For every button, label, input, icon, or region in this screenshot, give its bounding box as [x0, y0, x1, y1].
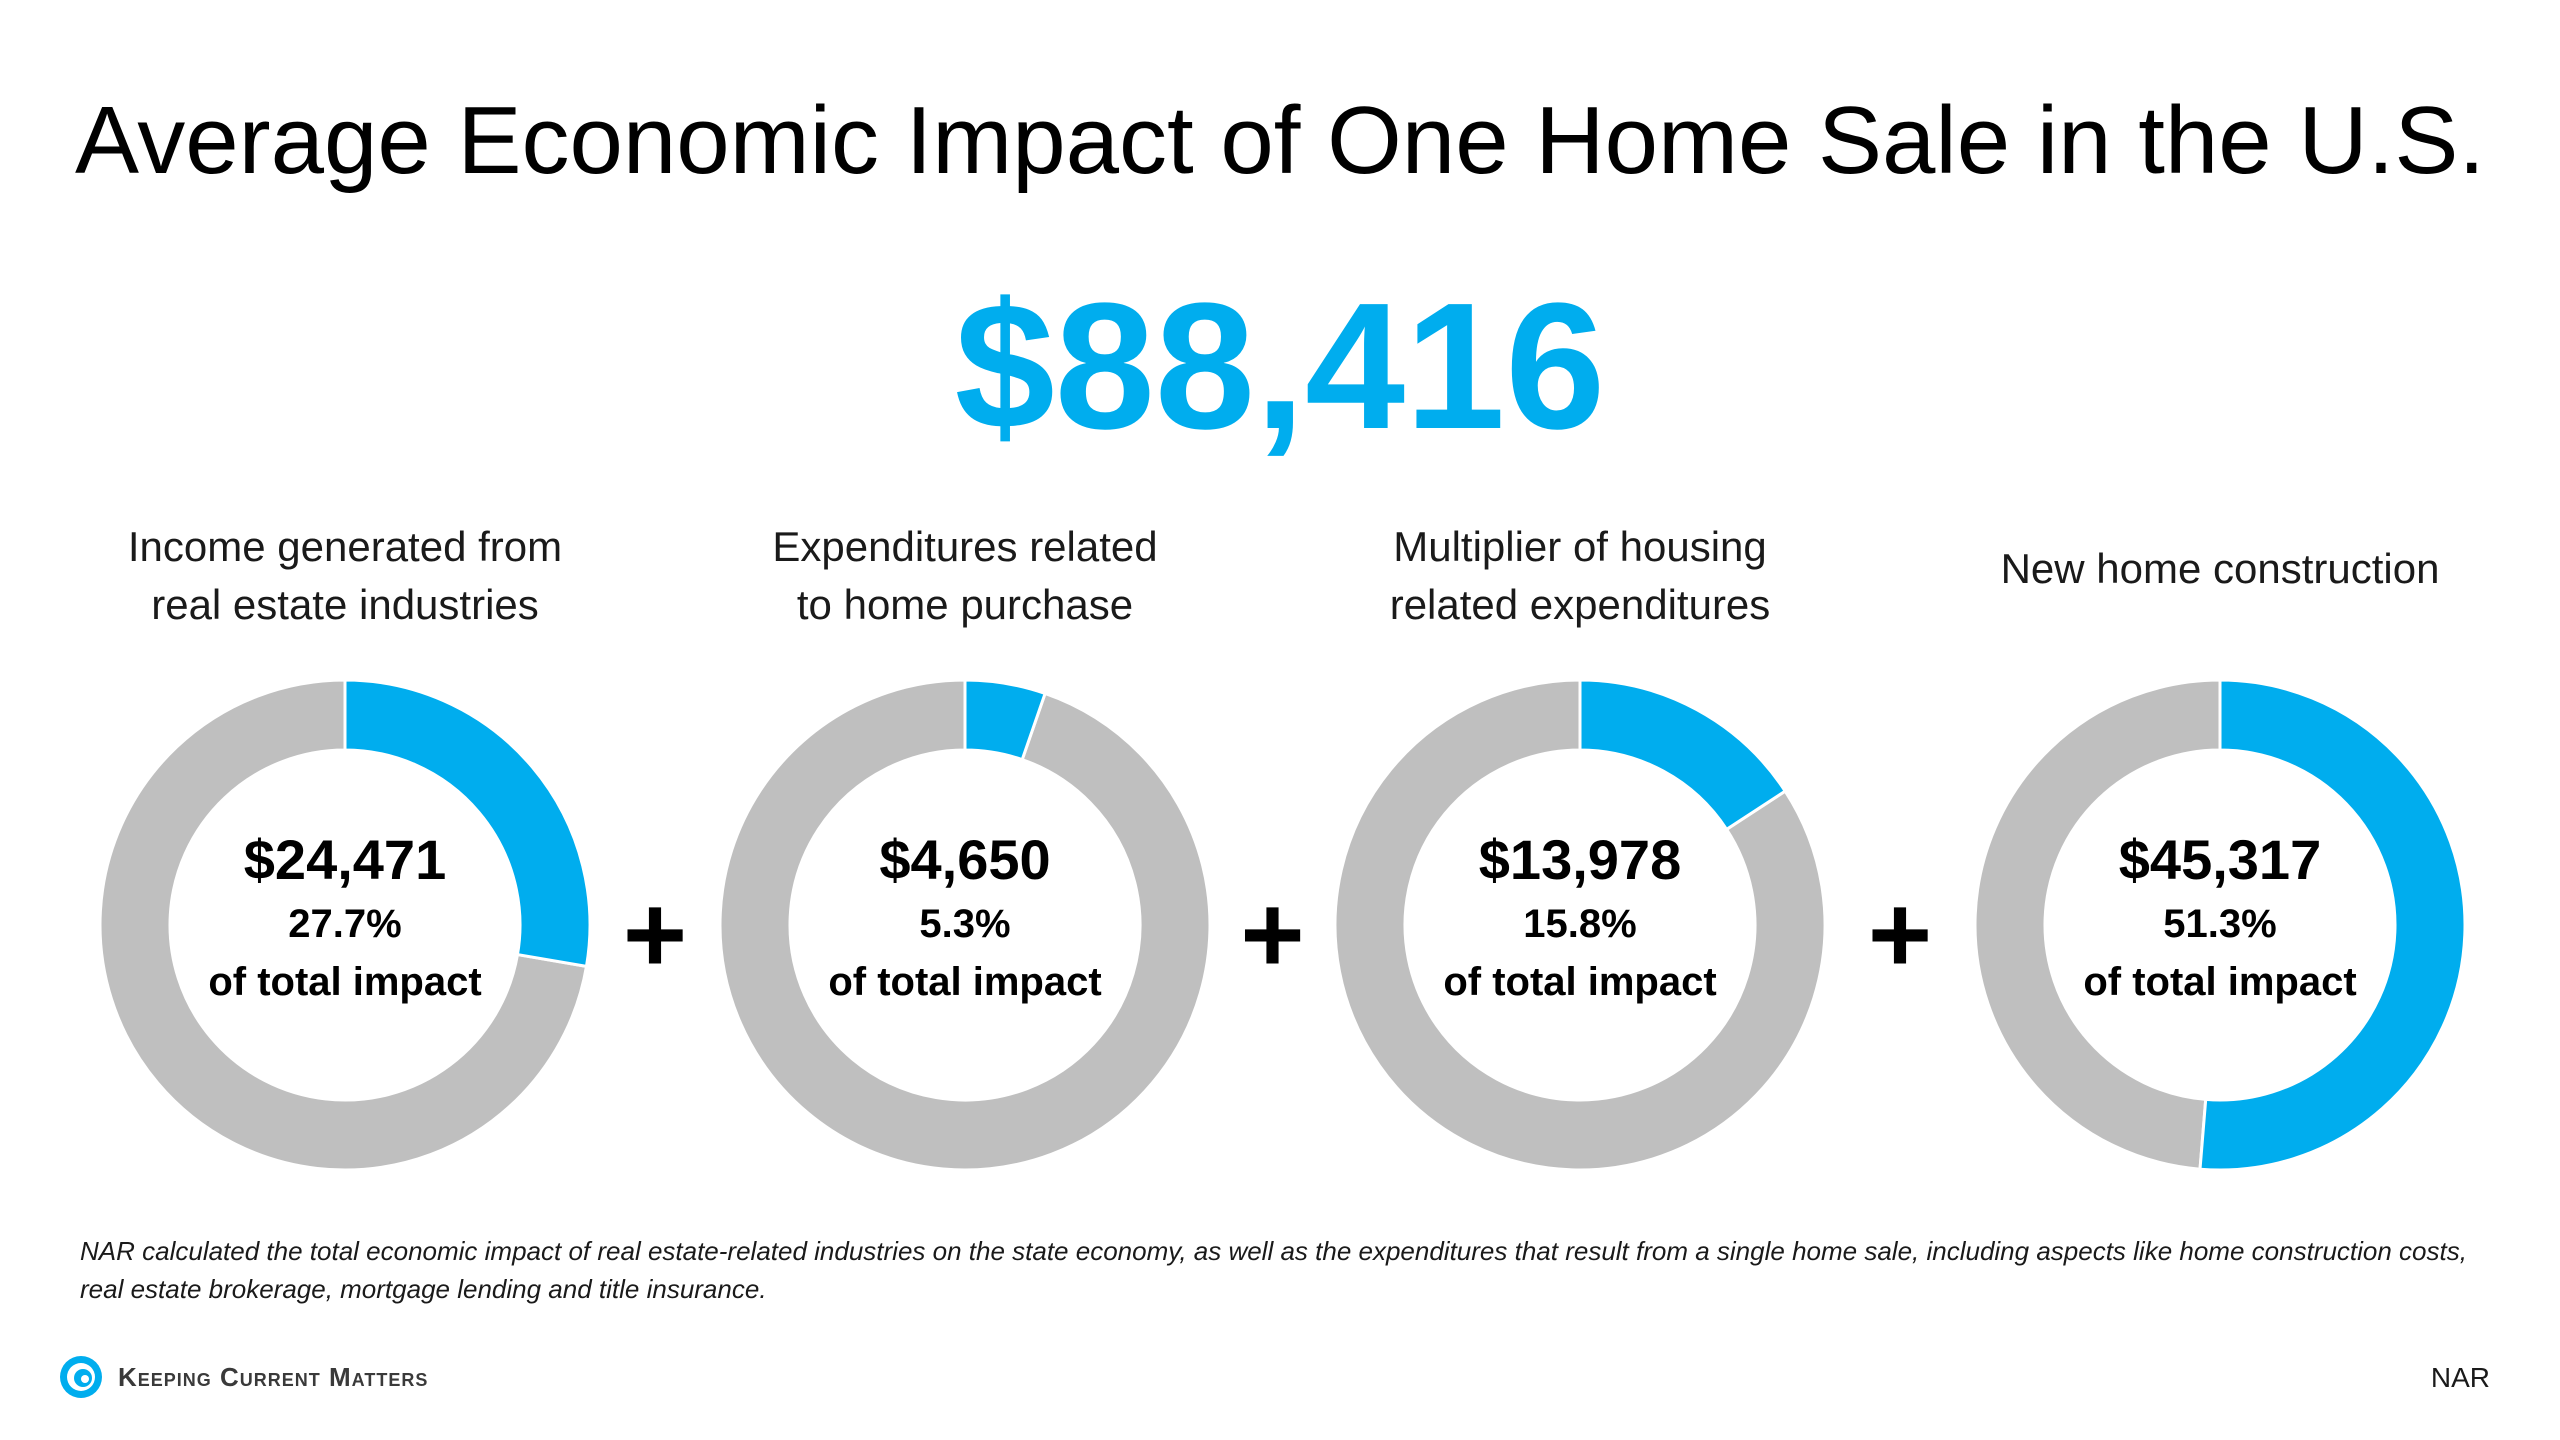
donut-slice-share [2198, 678, 2467, 1172]
donut-label-line: related expenditures [1389, 581, 1771, 628]
donut-slice-remainder [98, 678, 589, 1172]
donut-sub-label: of total impact [828, 960, 1102, 1004]
total-impact-value: $88,416 [954, 266, 1606, 467]
donut-label: Expenditures related to home purchase [645, 518, 1285, 634]
donut-label-line: New home construction [2000, 545, 2440, 592]
donut-value: $13,978 [1478, 828, 1682, 891]
donut-percent: 27.7% [288, 902, 402, 946]
donut-label-line: to home purchase [796, 581, 1134, 628]
donut-value: $24,471 [243, 828, 447, 891]
swirl-logo-icon [60, 1356, 102, 1398]
donut-center-text: $24,471 27.7% of total impact [125, 825, 565, 1011]
donut-value: $45,317 [2118, 828, 2322, 891]
donut-label: Income generated from real estate industr… [25, 518, 665, 634]
plus-sign: + [1867, 873, 1933, 996]
donut-label-line: Multiplier of housing [1393, 523, 1767, 570]
donut-chart [718, 678, 1212, 1172]
donut-center-text: $4,650 5.3% of total impact [745, 825, 1185, 1011]
donut-value: $4,650 [879, 828, 1051, 891]
plus-sign: + [1240, 873, 1305, 996]
donut-center-text: $45,317 51.3% of total impact [2000, 825, 2440, 1011]
donut-sub-label: of total impact [2083, 960, 2357, 1004]
source-label: NAR [2430, 1362, 2490, 1393]
donut-slice-share [343, 678, 592, 969]
page-title: Average Economic Impact of One Home Sale… [74, 87, 2486, 194]
donut-label: New home construction [1900, 540, 2540, 598]
brand: Keeping Current Matters [58, 1352, 428, 1402]
brand-name: Keeping Current Matters [118, 1361, 429, 1392]
donut-percent: 5.3% [919, 902, 1011, 946]
donut-slice-remainder [718, 678, 1212, 1172]
donut-slice-remainder [1973, 678, 2222, 1171]
donut-center-text: $13,978 15.8% of total impact [1360, 825, 1800, 1011]
plus-sign: + [622, 873, 688, 996]
donut-slice-remainder [1333, 678, 1827, 1172]
donut-chart [1333, 678, 1827, 1172]
donut-percent: 15.8% [1523, 902, 1637, 946]
donut-label-line: Expenditures related [772, 523, 1158, 570]
donut-chart [1973, 678, 2467, 1172]
donut-sub-label: of total impact [1443, 960, 1717, 1004]
donut-slice-share [963, 678, 1047, 762]
donut-slice-share [1578, 678, 1788, 832]
donut-label-line: Income generated from [127, 523, 563, 570]
donut-label: Multiplier of housing related expenditure… [1260, 518, 1900, 634]
donut-label-line: real estate industries [151, 581, 539, 628]
footnote: NAR calculated the total economic impact… [80, 1236, 2467, 1304]
donut-sub-label: of total impact [208, 960, 482, 1004]
donut-chart [98, 678, 592, 1172]
donut-percent: 51.3% [2163, 902, 2277, 946]
